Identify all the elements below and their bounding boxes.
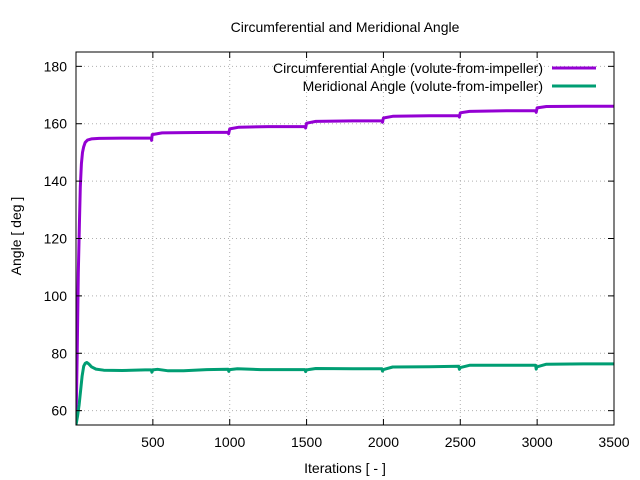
x-tick-label: 2000 (368, 434, 399, 450)
grid (76, 52, 615, 425)
y-tick-label: 140 (44, 173, 68, 189)
y-tick-label: 80 (51, 345, 67, 361)
series-line-2 (76, 361, 614, 425)
x-tick-label: 2500 (445, 434, 476, 450)
x-tick-label: 3000 (522, 434, 553, 450)
y-tick-label: 180 (44, 58, 68, 74)
y-tick-label: 100 (44, 288, 68, 304)
chart-title: Circumferential and Meridional Angle (231, 19, 460, 35)
legend-label-2: Meridional Angle (volute-from-impeller) (303, 78, 543, 94)
tick-group: 60 80 100 120 140 160 180 500 1000 1500 2000 2500 30… (44, 52, 630, 450)
series-group (76, 104, 614, 425)
y-tick-label: 60 (51, 403, 67, 419)
x-tick-label: 1000 (214, 434, 245, 450)
legend: Circumferential Angle (volute-from-impel… (273, 60, 596, 94)
legend-label-1: Circumferential Angle (volute-from-impel… (273, 60, 543, 76)
x-tick-label: 500 (141, 434, 165, 450)
x-tick-label: 3500 (598, 434, 629, 450)
y-tick-label: 160 (44, 116, 68, 132)
y-tick-label: 120 (44, 231, 68, 247)
series-line-1 (76, 104, 614, 425)
x-tick-label: 1500 (291, 434, 322, 450)
y-axis-label: Angle [ deg ] (8, 197, 24, 276)
x-axis-label: Iterations [ - ] (304, 460, 386, 476)
